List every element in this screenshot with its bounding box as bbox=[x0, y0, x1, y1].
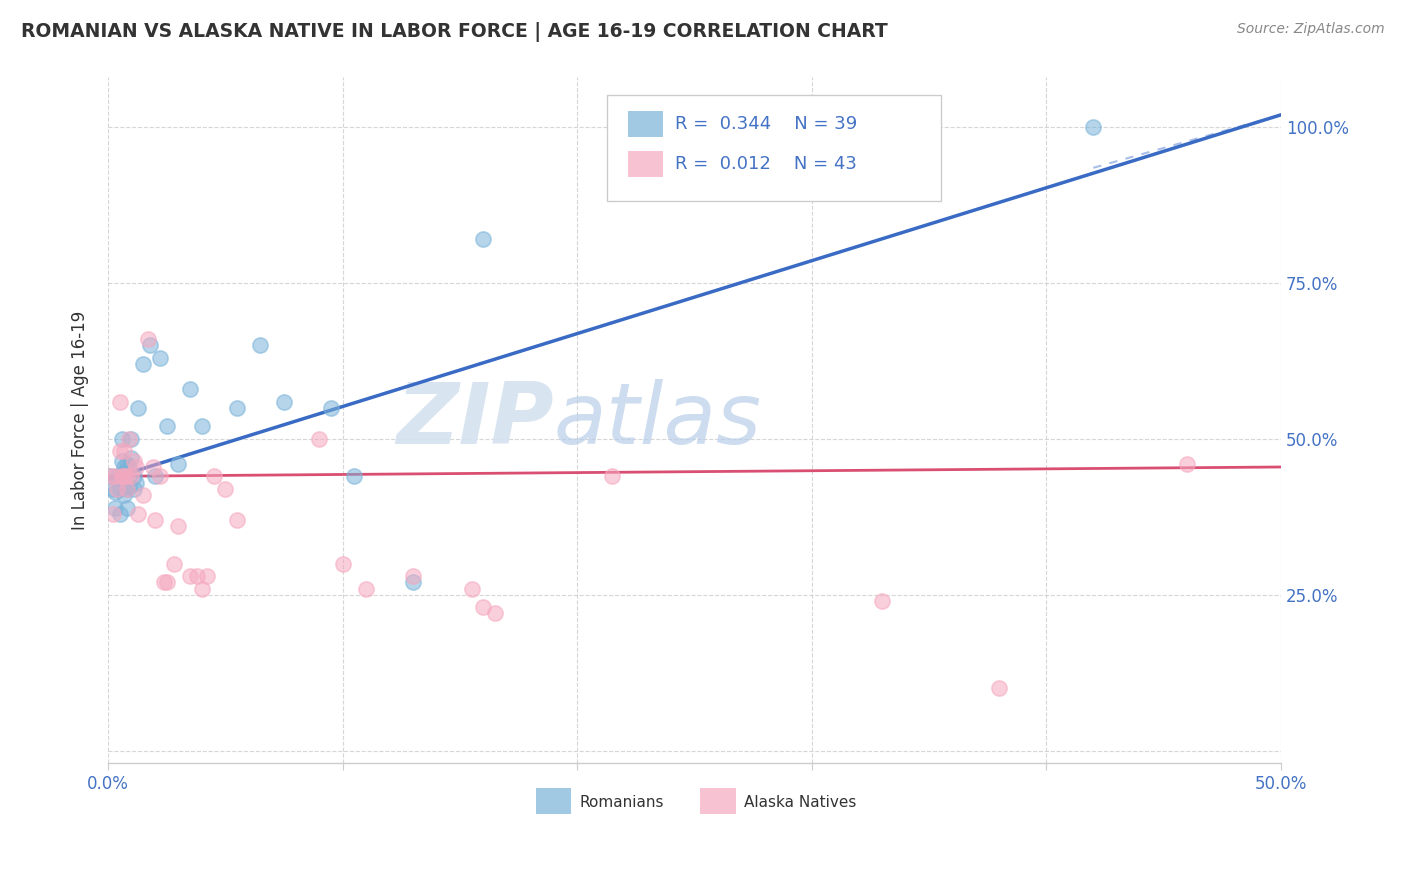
Text: ZIP: ZIP bbox=[396, 379, 554, 462]
Point bbox=[226, 401, 249, 415]
Point bbox=[111, 469, 134, 483]
Point bbox=[143, 469, 166, 483]
Point bbox=[191, 419, 214, 434]
Text: Romanians: Romanians bbox=[579, 796, 664, 810]
Point bbox=[136, 332, 159, 346]
Point bbox=[115, 482, 138, 496]
Point bbox=[122, 482, 145, 496]
Point bbox=[101, 482, 124, 496]
Point bbox=[122, 454, 145, 468]
Y-axis label: In Labor Force | Age 16-19: In Labor Force | Age 16-19 bbox=[72, 310, 89, 530]
Point bbox=[214, 482, 236, 496]
Point bbox=[112, 469, 135, 483]
Text: atlas: atlas bbox=[554, 379, 762, 462]
Point bbox=[104, 484, 127, 499]
Point bbox=[122, 469, 145, 483]
Point bbox=[112, 460, 135, 475]
Point bbox=[115, 482, 138, 496]
FancyBboxPatch shape bbox=[606, 95, 941, 201]
Point bbox=[149, 469, 172, 483]
Text: R =  0.012    N = 43: R = 0.012 N = 43 bbox=[675, 155, 856, 173]
Point bbox=[132, 357, 155, 371]
Point bbox=[602, 469, 624, 483]
Point bbox=[115, 457, 138, 471]
Point bbox=[163, 557, 186, 571]
Point bbox=[308, 432, 330, 446]
FancyBboxPatch shape bbox=[700, 789, 735, 814]
Point bbox=[195, 569, 218, 583]
Point bbox=[108, 482, 131, 496]
Point bbox=[167, 457, 190, 471]
Point bbox=[115, 500, 138, 515]
Point bbox=[988, 681, 1011, 696]
Point bbox=[153, 575, 176, 590]
Point bbox=[142, 460, 165, 475]
Point bbox=[111, 432, 134, 446]
Point bbox=[105, 469, 128, 483]
Point bbox=[127, 401, 149, 415]
Point bbox=[149, 351, 172, 365]
Point bbox=[143, 513, 166, 527]
Point bbox=[112, 467, 135, 481]
Point bbox=[125, 475, 148, 490]
Point bbox=[120, 432, 142, 446]
Point bbox=[870, 594, 893, 608]
Point bbox=[249, 338, 271, 352]
Point bbox=[273, 394, 295, 409]
Point bbox=[460, 582, 482, 596]
Point bbox=[402, 569, 425, 583]
FancyBboxPatch shape bbox=[627, 151, 662, 177]
Point bbox=[127, 507, 149, 521]
Point bbox=[402, 575, 425, 590]
Point bbox=[1175, 457, 1198, 471]
Point bbox=[105, 482, 128, 496]
Point bbox=[156, 419, 179, 434]
Point bbox=[484, 607, 506, 621]
Point bbox=[139, 338, 162, 352]
Point bbox=[104, 500, 127, 515]
Point bbox=[120, 469, 142, 483]
Point bbox=[319, 401, 342, 415]
Point bbox=[98, 469, 121, 483]
Point bbox=[112, 488, 135, 502]
Point bbox=[191, 582, 214, 596]
Point bbox=[132, 488, 155, 502]
Point bbox=[108, 507, 131, 521]
Text: Source: ZipAtlas.com: Source: ZipAtlas.com bbox=[1237, 22, 1385, 37]
Point bbox=[1083, 120, 1105, 135]
Point bbox=[111, 454, 134, 468]
Point bbox=[101, 507, 124, 521]
Point bbox=[156, 575, 179, 590]
Point bbox=[343, 469, 366, 483]
Point bbox=[115, 469, 138, 483]
Point bbox=[108, 444, 131, 458]
Point bbox=[98, 469, 121, 483]
Point bbox=[167, 519, 190, 533]
Point bbox=[472, 600, 495, 615]
Text: Alaska Natives: Alaska Natives bbox=[744, 796, 856, 810]
Text: ROMANIAN VS ALASKA NATIVE IN LABOR FORCE | AGE 16-19 CORRELATION CHART: ROMANIAN VS ALASKA NATIVE IN LABOR FORCE… bbox=[21, 22, 887, 42]
Point bbox=[118, 460, 141, 475]
Point bbox=[120, 450, 142, 465]
Point bbox=[354, 582, 377, 596]
Point bbox=[179, 569, 201, 583]
Point bbox=[104, 469, 127, 483]
Point bbox=[186, 569, 208, 583]
Point bbox=[472, 232, 495, 246]
Point bbox=[118, 432, 141, 446]
Point bbox=[108, 394, 131, 409]
FancyBboxPatch shape bbox=[627, 111, 662, 137]
Point bbox=[179, 382, 201, 396]
Point bbox=[125, 460, 148, 475]
Point bbox=[332, 557, 354, 571]
Text: R =  0.344    N = 39: R = 0.344 N = 39 bbox=[675, 115, 856, 133]
Point bbox=[118, 478, 141, 492]
Point bbox=[112, 444, 135, 458]
FancyBboxPatch shape bbox=[536, 789, 571, 814]
Point bbox=[202, 469, 225, 483]
Point bbox=[226, 513, 249, 527]
